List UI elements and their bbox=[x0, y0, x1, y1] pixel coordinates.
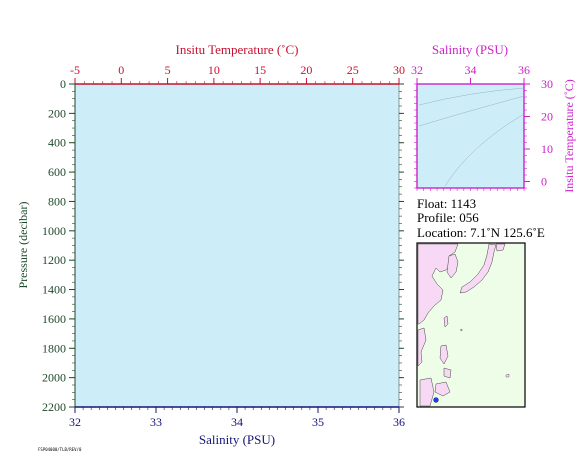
temperature-ticks: -5 0 5 10 15 20 25 30 bbox=[70, 63, 405, 84]
ts-salinity-tick-label: 34 bbox=[465, 63, 477, 77]
pressure-ticks: 0 200 400 600 800 1000 1200 1400 1600 1800 2000 220… bbox=[42, 77, 404, 414]
ts-temperature-tick-label: 0 bbox=[541, 175, 547, 189]
pressure-tick-label: 1800 bbox=[42, 341, 66, 355]
float-label: Float: 1143 bbox=[417, 196, 476, 211]
salinity-tick-label: 32 bbox=[69, 415, 81, 429]
pressure-axis-title: Pressure (decibar) bbox=[16, 202, 30, 289]
pressure-tick-label: 800 bbox=[48, 194, 66, 208]
ts-temperature-tick-label: 20 bbox=[541, 110, 553, 124]
ts-temperature-ticks: 30 20 10 0 bbox=[414, 77, 553, 189]
pressure-tick-label: 2200 bbox=[42, 400, 66, 414]
map-land-indochina bbox=[417, 327, 427, 367]
pressure-tick-label: 200 bbox=[48, 106, 66, 120]
map-land-hokkaido bbox=[495, 243, 506, 252]
salinity-axis-title: Salinity (PSU) bbox=[199, 432, 275, 447]
salinity-tick-label: 35 bbox=[312, 415, 324, 429]
pressure-tick-label: 0 bbox=[60, 77, 66, 91]
temperature-tick-label: 10 bbox=[208, 63, 220, 77]
ts-plot-area bbox=[416, 83, 525, 189]
pressure-tick-label: 2000 bbox=[42, 371, 66, 385]
map-land-taiwan bbox=[443, 315, 449, 328]
ts-salinity-tick-label: 36 bbox=[518, 63, 530, 77]
profile-label: Profile: 056 bbox=[417, 210, 479, 225]
temperature-tick-label: 15 bbox=[254, 63, 266, 77]
pressure-tick-label: 1400 bbox=[42, 283, 66, 297]
density-contour bbox=[444, 113, 525, 187]
map-land-islands bbox=[459, 328, 510, 378]
map-land-korea bbox=[446, 253, 459, 279]
ts-temperature-axis-title: Insitu Temperature (˚C) bbox=[562, 79, 576, 193]
pressure-tick-label: 600 bbox=[48, 165, 66, 179]
footer-stamp: FSP04000/TLB/REV/0 bbox=[38, 447, 82, 452]
location-label: Location: 7.1˚N 125.6˚E bbox=[417, 225, 545, 240]
temperature-tick-label: 5 bbox=[165, 63, 171, 77]
pressure-tick-label: 1600 bbox=[42, 312, 66, 326]
salinity-tick-label: 33 bbox=[150, 415, 162, 429]
map-land-philippines bbox=[434, 344, 452, 397]
density-contours bbox=[418, 87, 525, 187]
salinity-tick-label: 34 bbox=[231, 415, 243, 429]
ts-salinity-tick-label: 32 bbox=[411, 63, 423, 77]
float-location-marker bbox=[433, 397, 439, 403]
ts-salinity-axis-title: Salinity (PSU) bbox=[432, 42, 508, 57]
density-contour bbox=[418, 87, 525, 106]
temperature-tick-label: 30 bbox=[393, 63, 405, 77]
temperature-tick-label: 20 bbox=[300, 63, 312, 77]
pressure-tick-label: 400 bbox=[48, 136, 66, 150]
temperature-axis-title: Insitu Temperature (˚C) bbox=[175, 42, 298, 57]
temperature-tick-label: 0 bbox=[118, 63, 124, 77]
map-land-japan bbox=[459, 243, 497, 294]
pressure-tick-label: 1000 bbox=[42, 224, 66, 238]
pressure-tick-label: 1200 bbox=[42, 253, 66, 267]
temperature-tick-label: -5 bbox=[70, 63, 80, 77]
salinity-tick-label: 36 bbox=[393, 415, 405, 429]
ts-salinity-ticks: 32 34 36 bbox=[411, 63, 530, 191]
density-contour bbox=[418, 95, 525, 127]
map-land-borneo bbox=[419, 377, 435, 407]
ts-temperature-tick-label: 30 bbox=[541, 77, 553, 91]
main-plot-area bbox=[74, 83, 400, 408]
ts-temperature-tick-label: 10 bbox=[541, 142, 553, 156]
temperature-tick-label: 25 bbox=[347, 63, 359, 77]
salinity-ticks: 32 33 34 35 36 bbox=[69, 407, 405, 429]
location-map bbox=[416, 242, 526, 408]
